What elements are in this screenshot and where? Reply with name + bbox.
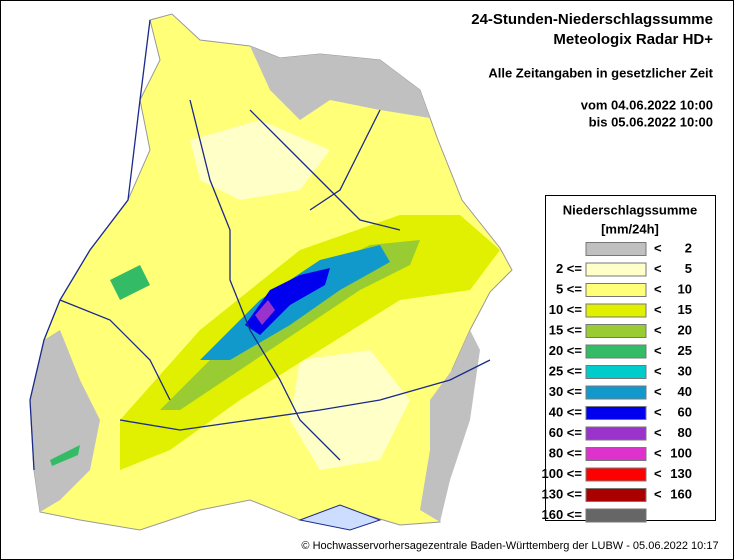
legend-from: 2 <= (556, 261, 582, 276)
legend-swatch (585, 488, 647, 502)
legend-op: < (654, 302, 662, 317)
legend-from: 15 <= (549, 322, 583, 337)
legend-to: 5 (685, 261, 692, 276)
legend-swatch (585, 447, 647, 461)
legend-from: 160 <= (542, 507, 583, 522)
legend-from: 25 <= (549, 363, 583, 378)
legend-unit: [mm/24h] (601, 221, 659, 236)
legend-op: < (654, 240, 662, 255)
legend-swatch (585, 385, 647, 400)
river (119, 359, 491, 431)
legend-swatch (585, 303, 647, 318)
period-to: bis 05.06.2022 10:00 (589, 114, 713, 129)
legend-swatch (585, 426, 647, 441)
legend-to: 10 (678, 281, 692, 296)
legend-to: 60 (678, 404, 692, 419)
dry-area (420, 330, 480, 522)
rain-spot (110, 265, 150, 300)
river (309, 109, 381, 211)
legend-swatch (585, 242, 647, 256)
legend-op: < (654, 404, 662, 419)
time-note: Alle Zeitangaben in gesetzlicher Zeit (488, 65, 713, 80)
legend-to: 2 (685, 240, 692, 255)
dry-area (30, 330, 100, 512)
legend-op: < (654, 425, 662, 440)
legend-op: < (654, 466, 662, 481)
legend-op: < (654, 445, 662, 460)
river (189, 99, 341, 461)
legend-to: 160 (670, 486, 692, 501)
legend-swatch (585, 467, 647, 482)
legend-to: 100 (670, 445, 692, 460)
river (29, 19, 151, 471)
rain-core (200, 245, 390, 360)
legend-from: 80 <= (549, 445, 583, 460)
footer: © Hochwasservorhersagezentrale Baden-Wür… (301, 540, 718, 552)
subtitle: Meteologix Radar HD+ (553, 31, 713, 48)
legend-swatch (585, 406, 647, 420)
legend-op: < (654, 322, 662, 337)
legend-to: 25 (678, 343, 692, 358)
legend-to: 80 (678, 425, 692, 440)
legend-from: 5 <= (556, 281, 582, 296)
legend-to: 30 (678, 363, 692, 378)
legend-op: < (654, 486, 662, 501)
legend-from: 10 <= (549, 302, 583, 317)
period-from: vom 04.06.2022 10:00 (581, 97, 713, 112)
legend-title: Niederschlagssumme (563, 202, 697, 217)
dry-area (250, 46, 430, 120)
rain-band (120, 215, 500, 470)
rain-peak (255, 300, 275, 325)
light-area (190, 120, 330, 200)
legend-rows: <2 2 <= <5 5 <= <10 10 <= <15 15 <= <20 20 <= <25 2… (542, 240, 692, 523)
legend-op: < (654, 363, 662, 378)
legend-from: 20 <= (549, 343, 583, 358)
legend-to: 130 (670, 466, 692, 481)
legend-op: < (654, 343, 662, 358)
legend-to: 40 (678, 384, 692, 399)
legend-to: 20 (678, 322, 692, 337)
legend-op: < (654, 281, 662, 296)
legend-swatch (585, 283, 647, 297)
legend-op: < (654, 261, 662, 276)
lake (298, 504, 382, 531)
legend-swatch (585, 365, 647, 379)
legend-swatch (585, 508, 647, 523)
legend-swatch (585, 262, 647, 277)
legend-from: 130 <= (542, 486, 583, 501)
legend-from: 60 <= (549, 425, 583, 440)
title: 24-Stunden-Niederschlagssumme (471, 11, 713, 28)
legend-swatch (585, 324, 647, 338)
river (59, 299, 171, 401)
legend-from: 100 <= (542, 466, 583, 481)
river (249, 109, 401, 231)
legend-from: 30 <= (549, 384, 583, 399)
map (29, 13, 513, 531)
legend-swatch (585, 344, 647, 359)
legend-from: 40 <= (549, 404, 583, 419)
legend-op: < (654, 384, 662, 399)
legend-to: 15 (678, 302, 692, 317)
rain-spot (50, 445, 80, 466)
